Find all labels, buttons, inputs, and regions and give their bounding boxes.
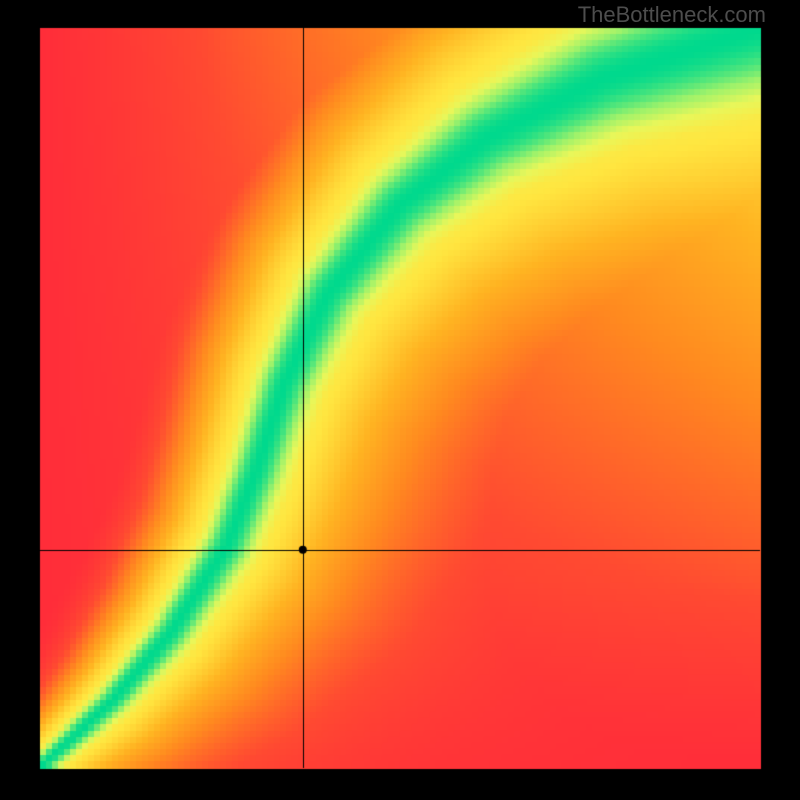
bottleneck-heatmap xyxy=(0,0,800,800)
chart-container: TheBottleneck.com xyxy=(0,0,800,800)
watermark-text: TheBottleneck.com xyxy=(578,2,766,28)
